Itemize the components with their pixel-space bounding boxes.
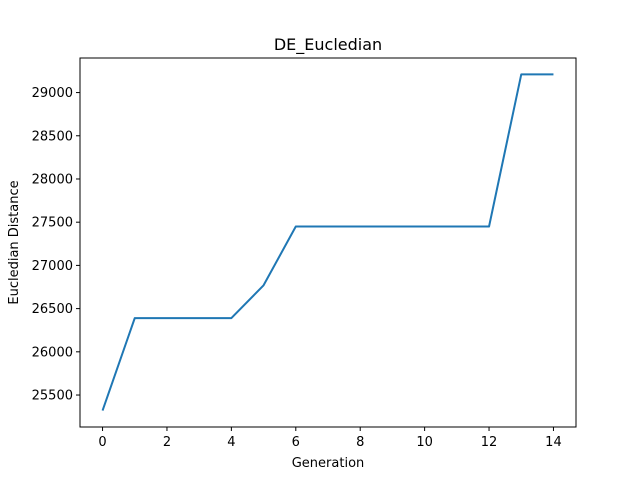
y-tick-label: 27500 [32, 216, 73, 231]
y-tick-label: 28500 [32, 129, 73, 144]
x-tick-label: 8 [356, 435, 364, 450]
x-tick-label: 12 [481, 435, 498, 450]
x-axis: 0 2 4 6 8 10 12 14 [98, 427, 562, 450]
x-tick-label: 6 [292, 435, 300, 450]
y-axis: 25500 26000 26500 27000 27500 28000 28500 29000 [32, 86, 80, 404]
axes-frame [79, 57, 577, 428]
x-tick-label: 2 [163, 435, 171, 450]
y-tick-label: 26000 [32, 345, 73, 360]
y-tick-label: 26500 [32, 302, 73, 317]
y-tick-label: 27000 [32, 259, 73, 274]
x-axis-label: Generation [292, 456, 365, 471]
y-axis-label: Eucledian Distance [7, 180, 22, 304]
y-tick-label: 25500 [32, 389, 73, 404]
x-tick-label: 4 [227, 435, 235, 450]
chart-title: DE_Eucledian [274, 35, 382, 55]
plot-area [101, 73, 554, 411]
x-tick-label: 14 [545, 435, 562, 450]
y-tick-label: 28000 [32, 172, 73, 187]
x-tick-label: 10 [416, 435, 433, 450]
x-tick-label: 0 [98, 435, 106, 450]
y-tick-label: 29000 [32, 86, 73, 101]
series-line-0 [101, 73, 554, 411]
